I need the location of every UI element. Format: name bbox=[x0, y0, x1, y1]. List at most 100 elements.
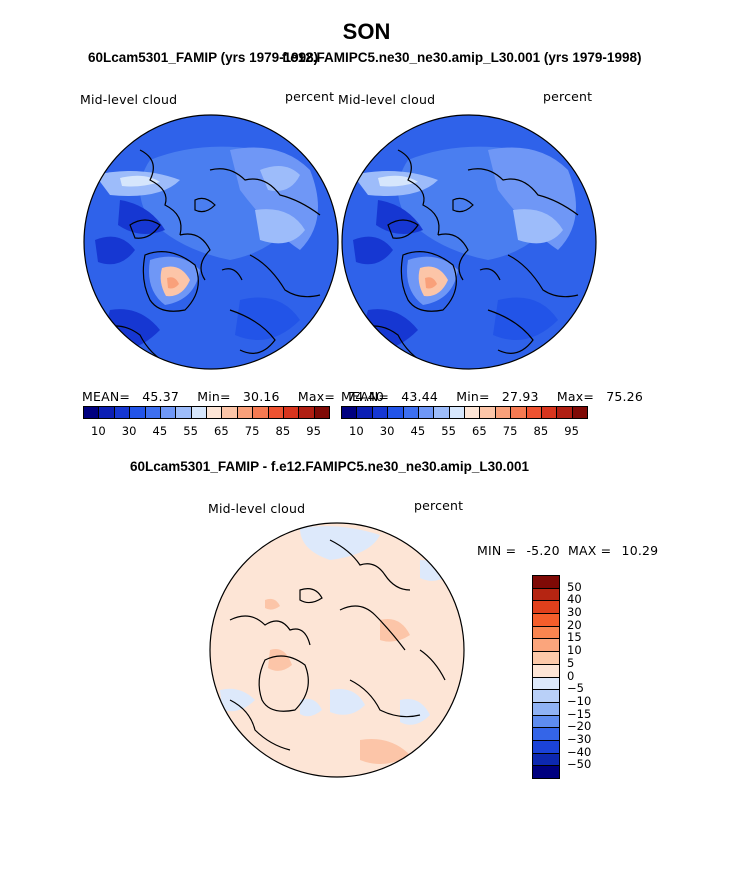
right-colorbar-cell bbox=[402, 406, 419, 419]
left-colorbar-cell bbox=[129, 406, 146, 419]
right-units-label: percent bbox=[543, 89, 593, 104]
diff-colorbar-cell bbox=[532, 613, 560, 627]
left-mean-value: 45.37 bbox=[142, 389, 180, 404]
left-colorbar-cell bbox=[83, 406, 100, 419]
left-units-label: percent bbox=[285, 89, 335, 104]
left-colorbar-cell bbox=[267, 406, 284, 419]
left-colorbar-cell bbox=[236, 406, 254, 419]
right-colorbar bbox=[341, 406, 588, 419]
diff-colorbar-tick-label: 5 bbox=[567, 655, 575, 670]
diff-colorbar-cell bbox=[532, 625, 560, 640]
left-min-label: Min= bbox=[197, 389, 231, 404]
diff-colorbar-cell bbox=[532, 727, 560, 741]
right-colorbar-cell bbox=[540, 406, 558, 419]
diff-colorbar-tick-label: −5 bbox=[567, 681, 584, 696]
diff-max-value: 10.29 bbox=[621, 543, 659, 558]
right-stats: MEAN= 43.44 Min= 27.93 Max= 75.26 bbox=[341, 389, 643, 404]
left-colorbar-cell bbox=[298, 406, 315, 419]
diff-stats: MIN = -5.20 MAX = 10.29 bbox=[477, 543, 658, 558]
diff-colorbar-tick-label: −50 bbox=[567, 757, 592, 772]
diff-colorbar-cell bbox=[532, 739, 560, 754]
diff-colorbar-tick-label: −40 bbox=[567, 744, 592, 759]
right-mean-label: MEAN= bbox=[341, 389, 390, 404]
left-polar-map bbox=[84, 115, 338, 369]
left-variable-label: Mid-level cloud bbox=[80, 92, 178, 107]
left-max-value: 74.40 bbox=[347, 389, 384, 404]
diff-colorbar-tick-label: 40 bbox=[567, 592, 582, 607]
diff-colorbar-tick-label: −30 bbox=[567, 731, 592, 746]
season-title: SON bbox=[342, 19, 391, 44]
diff-colorbar-cell bbox=[532, 701, 560, 716]
left-colorbar-cell bbox=[190, 406, 207, 419]
left-max-label: Max= bbox=[297, 389, 335, 404]
right-colorbar-cell bbox=[417, 406, 435, 419]
right-colorbar-tick-label: 65 bbox=[472, 424, 487, 438]
right-min-value: 27.93 bbox=[501, 389, 539, 404]
left-colorbar-cell bbox=[221, 406, 238, 419]
right-colorbar-cell bbox=[525, 406, 542, 419]
diff-colorbar-cell bbox=[532, 638, 560, 653]
diff-colorbar-cell bbox=[532, 651, 560, 665]
diff-colorbar-cell bbox=[532, 600, 560, 615]
right-max-label: Max= bbox=[556, 389, 594, 404]
diff-colorbar-tick-label: −10 bbox=[567, 693, 592, 708]
diff-colorbar-tick-label: 30 bbox=[567, 605, 582, 620]
left-panel-title: 60Lcam5301_FAMIP (yrs 1979-1998) bbox=[88, 50, 319, 65]
left-colorbar-cell bbox=[206, 406, 223, 419]
right-colorbar-tick-label: 45 bbox=[410, 424, 426, 438]
right-colorbar-tick-label: 30 bbox=[379, 424, 395, 438]
diff-min-value: -5.20 bbox=[526, 543, 560, 558]
right-colorbar-tick-label: 55 bbox=[441, 424, 456, 438]
left-colorbar-cell bbox=[175, 406, 192, 419]
left-colorbar-tick-label: 45 bbox=[152, 424, 168, 438]
diff-colorbar-cell bbox=[532, 752, 560, 767]
diff-variable-label: Mid-level cloud bbox=[208, 501, 306, 516]
right-panel-title: f.e12.FAMIPC5.ne30_ne30.amip_L30.001 (yr… bbox=[282, 50, 642, 65]
left-min-value: 30.16 bbox=[242, 389, 280, 404]
diff-panel-title: 60Lcam5301_FAMIP - f.e12.FAMIPC5.ne30_ne… bbox=[130, 459, 529, 474]
left-colorbar-tick-label: 75 bbox=[244, 424, 260, 438]
left-colorbar-tick-label: 65 bbox=[214, 424, 229, 438]
diff-colorbar-tick-label: 0 bbox=[567, 668, 575, 683]
diff-colorbar-tick-label: 20 bbox=[567, 617, 582, 632]
right-colorbar-cell bbox=[571, 406, 588, 419]
left-colorbar-cell bbox=[159, 406, 177, 419]
left-colorbar-tick-label: 55 bbox=[183, 424, 198, 438]
left-colorbar-cell bbox=[252, 406, 269, 419]
right-colorbar-tick-label: 10 bbox=[349, 424, 364, 438]
right-mean-value: 43.44 bbox=[401, 389, 439, 404]
right-colorbar-cell bbox=[448, 406, 465, 419]
left-mean-label: MEAN= bbox=[82, 389, 131, 404]
diff-colorbar bbox=[532, 575, 560, 779]
left-colorbar-tick-label: 85 bbox=[275, 424, 291, 438]
diff-colorbar-cell bbox=[532, 689, 560, 703]
right-colorbar-cell bbox=[494, 406, 512, 419]
right-colorbar-cell bbox=[556, 406, 573, 419]
diff-colorbar-cell bbox=[532, 676, 560, 691]
diff-colorbar-cell bbox=[532, 714, 560, 729]
right-colorbar-cell bbox=[341, 406, 358, 419]
right-min-label: Min= bbox=[456, 389, 490, 404]
right-colorbar-cell bbox=[433, 406, 450, 419]
diff-colorbar-tick-label: −20 bbox=[567, 719, 592, 734]
left-colorbar bbox=[83, 406, 330, 419]
diff-units-label: percent bbox=[414, 498, 464, 513]
right-colorbar-tick-label: 75 bbox=[502, 424, 518, 438]
diff-colorbar-tick-label: 15 bbox=[567, 630, 582, 645]
left-colorbar-tick-label: 95 bbox=[306, 424, 321, 438]
diff-colorbar-cell bbox=[532, 587, 560, 602]
right-colorbar-cell bbox=[510, 406, 527, 419]
left-colorbar-cell bbox=[313, 406, 330, 419]
diff-colorbar-tick-label: −15 bbox=[567, 706, 592, 721]
left-colorbar-cell bbox=[98, 406, 115, 419]
right-max-value: 75.26 bbox=[606, 389, 643, 404]
left-colorbar-cell bbox=[113, 406, 131, 419]
right-colorbar-cell bbox=[371, 406, 389, 419]
left-colorbar-tick-label: 10 bbox=[91, 424, 106, 438]
diff-max-label: MAX = bbox=[568, 543, 612, 558]
diff-colorbar-tick-label: 50 bbox=[567, 579, 582, 594]
left-colorbar-cell bbox=[282, 406, 300, 419]
right-variable-label: Mid-level cloud bbox=[338, 92, 436, 107]
right-polar-map bbox=[342, 115, 596, 369]
